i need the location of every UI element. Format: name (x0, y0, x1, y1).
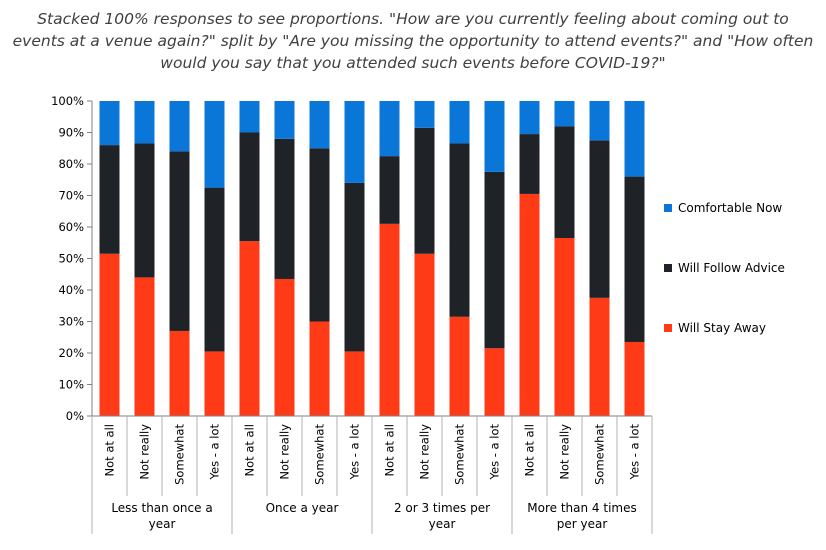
bar-segment-will-stay-away (519, 193, 540, 416)
x-category-label: Not really (138, 424, 152, 480)
bar-segment-will-follow-advice (134, 143, 155, 278)
x-category-label: Somewhat (313, 424, 327, 485)
y-tick-label: 60% (58, 220, 84, 234)
chart-title: Stacked 100% responses to see proportion… (12, 10, 814, 72)
bar-segment-comfortable-now (239, 101, 260, 133)
x-group-label: 2 or 3 times per (394, 501, 490, 515)
bar-segment-will-follow-advice (204, 187, 225, 352)
bar-segment-will-follow-advice (414, 127, 435, 254)
bar-segment-comfortable-now (204, 101, 225, 188)
y-tick-label: 100% (51, 94, 84, 108)
bar-segment-will-stay-away (239, 241, 260, 416)
x-category-label: Not really (418, 424, 432, 480)
bar-segment-comfortable-now (554, 101, 575, 127)
y-tick-label: 10% (58, 378, 84, 392)
x-category-label: Not at all (383, 424, 397, 476)
bar-segment-will-follow-advice (449, 143, 470, 317)
bar-segment-will-stay-away (344, 351, 365, 416)
y-tick-label: 70% (58, 189, 84, 203)
x-category-label: Somewhat (453, 424, 467, 485)
bar-segment-will-stay-away (204, 351, 225, 416)
bar-segment-will-follow-advice (274, 138, 295, 279)
legend-label: Will Follow Advice (678, 261, 785, 275)
bar-segment-will-follow-advice (519, 134, 540, 194)
x-group-label: year (149, 517, 176, 531)
bar-segment-will-stay-away (134, 277, 155, 416)
bar-segment-will-follow-advice (309, 148, 330, 322)
y-tick-label: 50% (58, 252, 84, 266)
x-category-label: Not at all (243, 424, 257, 476)
bar-segment-comfortable-now (414, 101, 435, 128)
bar-segment-will-stay-away (484, 348, 505, 416)
bar-segment-comfortable-now (344, 101, 365, 183)
bar-segment-will-stay-away (624, 341, 645, 416)
x-category-label: Somewhat (173, 424, 187, 485)
legend-swatch (664, 204, 672, 212)
legend-swatch (664, 324, 672, 332)
bar-segment-will-follow-advice (99, 145, 120, 254)
bar-segment-will-stay-away (379, 223, 400, 416)
bar-segment-comfortable-now (99, 101, 120, 146)
bar-segment-will-stay-away (274, 278, 295, 416)
bar-segment-comfortable-now (624, 101, 645, 177)
y-tick-label: 90% (58, 126, 84, 140)
x-category-label: Yes - a lot (208, 424, 222, 481)
bar-segment-will-stay-away (309, 321, 330, 416)
x-category-label: Not at all (523, 424, 537, 476)
bar-segment-will-follow-advice (554, 126, 575, 239)
x-category-label: Yes - a lot (348, 424, 362, 481)
x-group-label: Once a year (266, 501, 339, 515)
bar-segment-will-stay-away (414, 253, 435, 416)
bar-segment-comfortable-now (134, 101, 155, 144)
bar-segment-will-follow-advice (169, 151, 190, 331)
x-category-label: Not really (278, 424, 292, 480)
x-category-label: Not at all (103, 424, 117, 476)
bar-segment-will-stay-away (449, 316, 470, 416)
y-tick-label: 0% (66, 409, 84, 423)
x-group-label: year (429, 517, 456, 531)
bar-segment-comfortable-now (379, 101, 400, 157)
x-group-label: Less than once a (111, 501, 212, 515)
bar-segment-will-stay-away (99, 253, 120, 416)
x-group-label: per year (557, 517, 608, 531)
bar-segment-will-follow-advice (379, 156, 400, 224)
bar-segment-will-stay-away (589, 297, 610, 416)
bar-segment-will-stay-away (554, 238, 575, 416)
bar-segment-will-follow-advice (239, 132, 260, 242)
bar-segment-will-stay-away (169, 330, 190, 416)
bar-segment-will-follow-advice (344, 182, 365, 352)
legend-swatch (664, 264, 672, 272)
x-category-label: Somewhat (593, 424, 607, 485)
bar-segment-will-follow-advice (484, 171, 505, 349)
bar-segment-comfortable-now (169, 101, 190, 152)
x-category-label: Not really (558, 424, 572, 480)
bar-segment-comfortable-now (309, 101, 330, 149)
x-category-label: Yes - a lot (488, 424, 502, 481)
y-tick-label: 40% (58, 283, 84, 297)
y-tick-label: 20% (58, 346, 84, 360)
x-group-label: More than 4 times (527, 501, 636, 515)
bar-segment-will-follow-advice (624, 176, 645, 342)
y-tick-label: 80% (58, 157, 84, 171)
y-tick-label: 30% (58, 315, 84, 329)
legend-label: Will Stay Away (678, 321, 766, 335)
bar-segment-comfortable-now (519, 101, 540, 135)
legend-label: Comfortable Now (678, 201, 782, 215)
bar-segment-comfortable-now (449, 101, 470, 144)
bar-segment-comfortable-now (589, 101, 610, 141)
bar-segment-comfortable-now (274, 101, 295, 139)
bar-segment-will-follow-advice (589, 140, 610, 298)
bar-segment-comfortable-now (484, 101, 505, 172)
x-category-label: Yes - a lot (628, 424, 642, 481)
